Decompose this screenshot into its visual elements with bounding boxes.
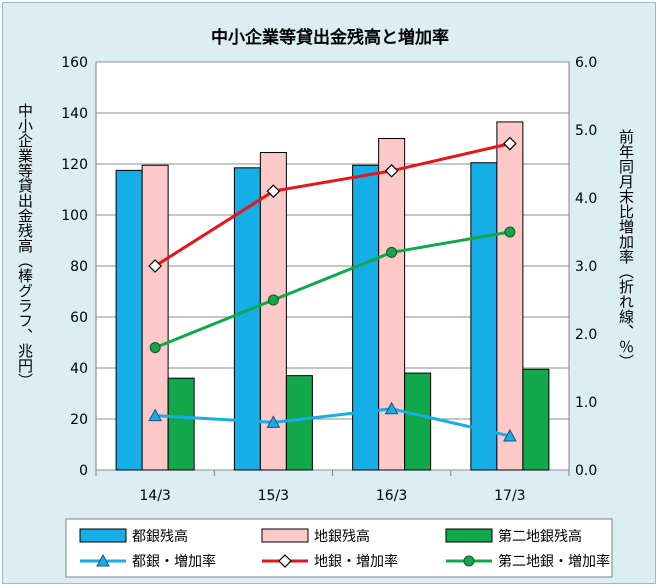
line-marker (503, 136, 517, 151)
line-marker (148, 259, 162, 273)
legend-label: 第二地銀残高 (498, 528, 582, 545)
bar (404, 372, 432, 471)
line-marker (384, 401, 399, 415)
legend-label: 第二地銀・増加率 (498, 553, 610, 570)
legend-label: 地銀残高 (314, 528, 370, 545)
series-line (154, 142, 511, 268)
line-marker (386, 246, 398, 258)
bar (167, 377, 195, 471)
line-marker (148, 408, 162, 422)
legend-swatch (79, 528, 127, 543)
bar (522, 368, 550, 471)
x-tick-label: 16/3 (376, 488, 407, 504)
legend-label: 都銀・増加率 (132, 553, 216, 570)
combo-chart: 中小企業等貸出金残高と増加率 0 20 40 60 80 100 120 140 160 0.0 1… (16, 27, 635, 578)
bar (352, 164, 380, 471)
y-right-tick-label: 3.0 (575, 259, 597, 275)
bar (285, 375, 313, 471)
y-left-tick-label: 100 (61, 208, 88, 224)
line-marker (266, 184, 281, 199)
bar (233, 167, 261, 471)
line-marker (503, 428, 517, 442)
line-marker (384, 163, 399, 178)
series-line (154, 230, 511, 349)
bar (496, 121, 524, 471)
y-left-tick-label: 60 (70, 310, 88, 326)
y-right-tick-label: 2.0 (575, 327, 597, 343)
y-right-tick-label: 1.0 (575, 395, 597, 411)
line-marker (267, 294, 279, 306)
line-marker (266, 415, 281, 428)
y-left-tick-label: 20 (70, 412, 88, 428)
line-marker (96, 553, 110, 567)
bar (115, 169, 143, 471)
bar (378, 138, 406, 471)
chart-title: 中小企業等貸出金残高と増加率 (211, 27, 449, 48)
legend-label: 都銀残高 (132, 528, 188, 545)
series-line (155, 407, 511, 438)
x-tick-label: 14/3 (139, 488, 170, 504)
y-right-tick-label: 6.0 (575, 55, 597, 71)
y-left-tick-label: 120 (61, 157, 88, 173)
bar (141, 164, 169, 471)
line-marker (149, 342, 161, 354)
x-tick-label: 15/3 (258, 488, 289, 504)
y-right-tick-label: 4.0 (575, 191, 597, 207)
y-left-tick-label: 160 (61, 55, 88, 71)
y-right-tick-label: 0.0 (575, 463, 597, 479)
y-left-tick-label: 140 (61, 106, 88, 122)
line-marker (504, 226, 516, 238)
legend-label: 地銀・増加率 (314, 553, 398, 570)
legend-box (65, 518, 613, 578)
legend-swatch (261, 528, 309, 543)
y-axis-right-label: 前年同月末比増加率（折れ線、％） (617, 129, 635, 369)
line-marker (463, 555, 475, 567)
y-right-tick-label: 5.0 (575, 123, 597, 139)
y-left-tick-label: 0 (79, 463, 88, 479)
bar (470, 162, 498, 471)
x-tick-label: 17/3 (494, 488, 525, 504)
y-axis-left-label: 中小企業等貸出金残高（棒グラフ、兆円） (16, 103, 34, 388)
y-left-tick-label: 40 (70, 361, 88, 377)
y-left-tick-label: 80 (70, 259, 88, 275)
line-marker (278, 554, 292, 568)
legend-swatch (445, 528, 493, 543)
